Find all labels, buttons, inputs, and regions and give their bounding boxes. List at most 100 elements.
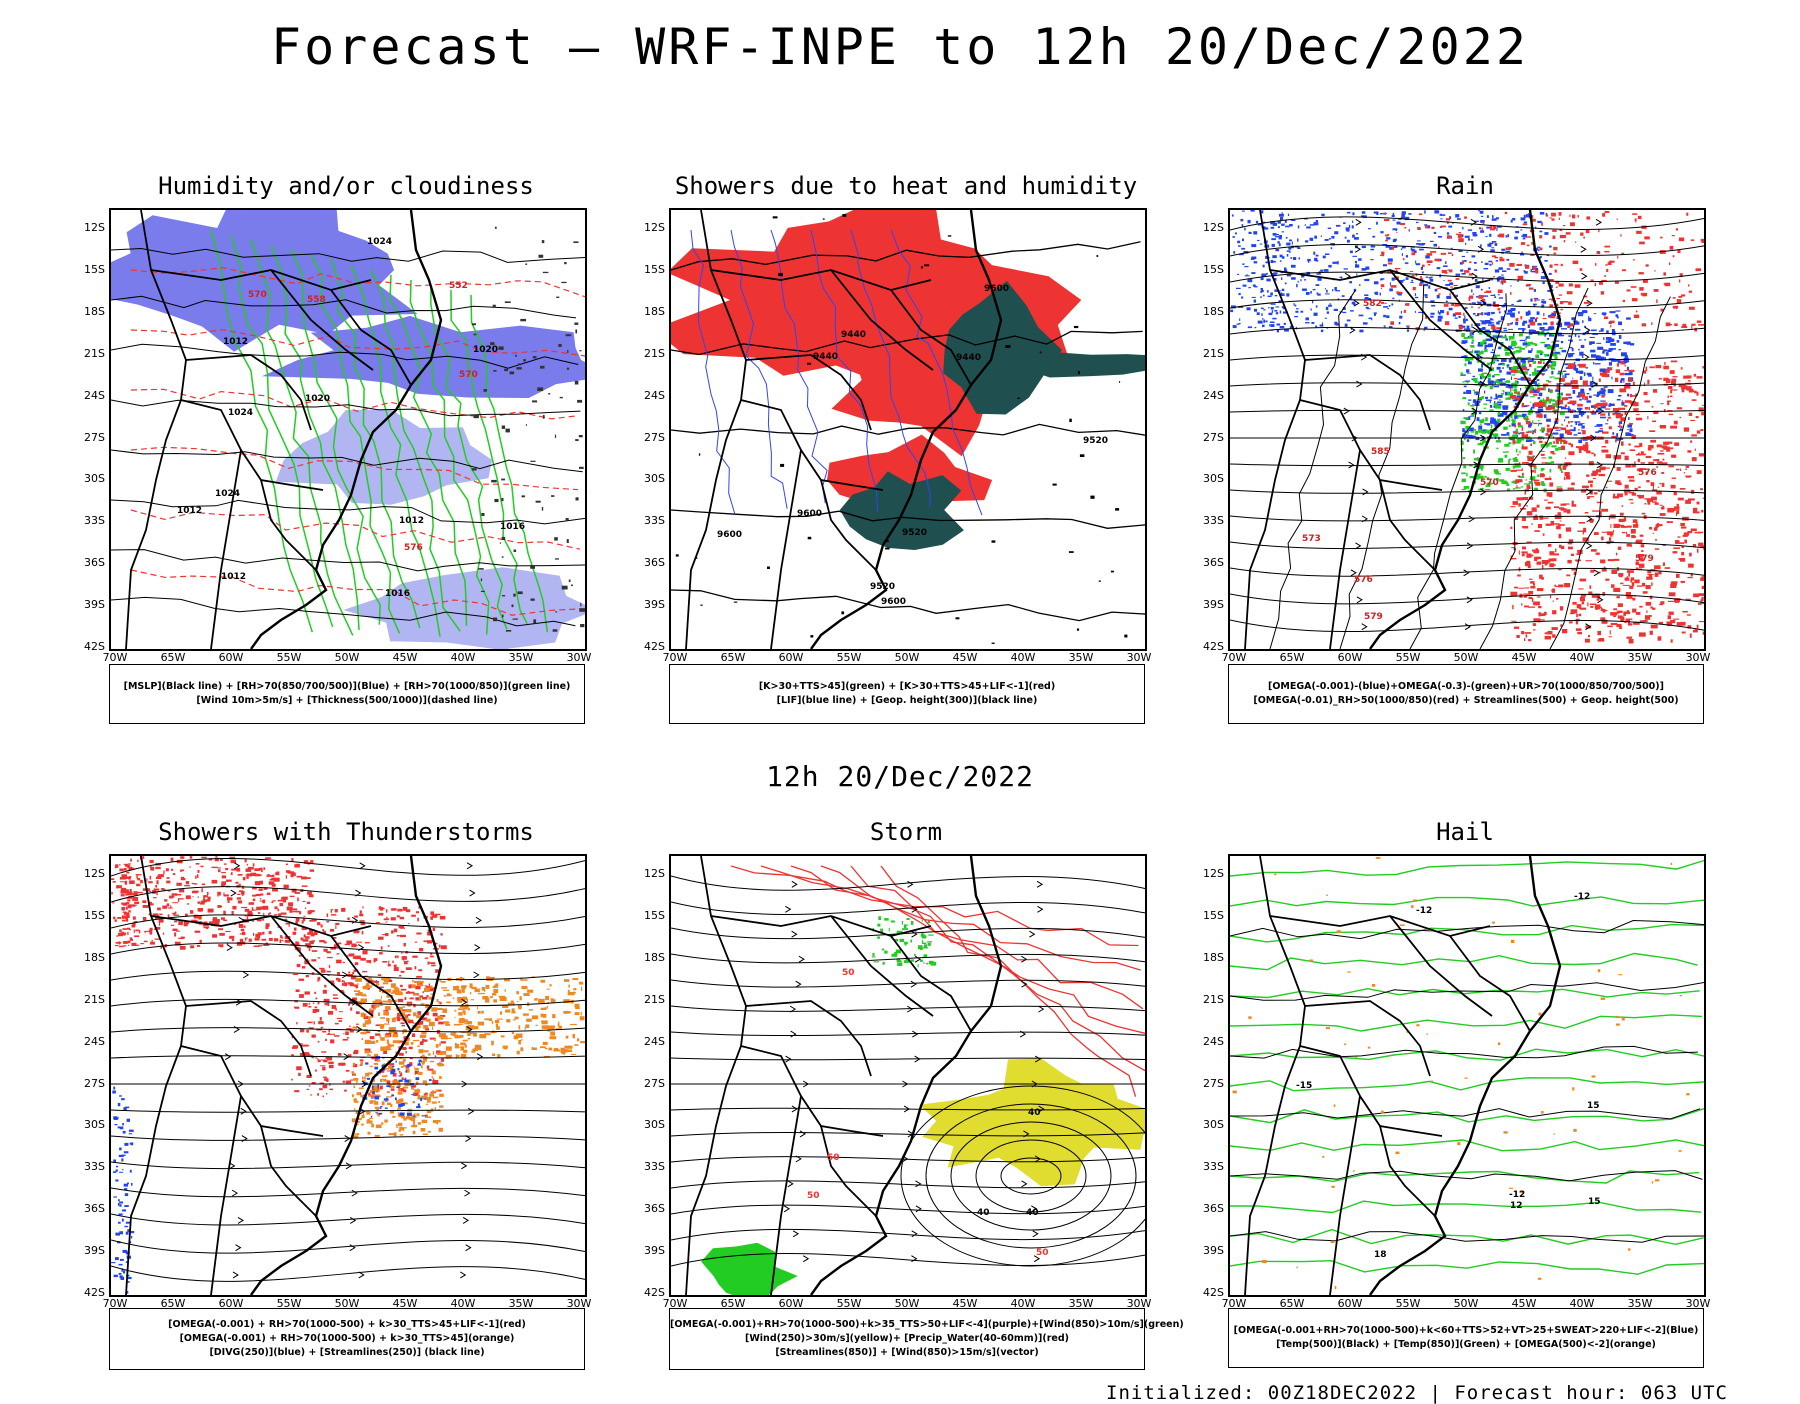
latitude-label: 39S <box>75 1244 105 1257</box>
contour-label: 9440 <box>813 352 838 362</box>
contour-label: 9520 <box>870 582 895 592</box>
contour-label: 9520 <box>1083 436 1108 446</box>
latitude-label: 27S <box>635 1077 665 1090</box>
latitude-label: 39S <box>635 598 665 611</box>
latitude-label: 27S <box>75 1077 105 1090</box>
longitude-label: 70W <box>95 651 135 664</box>
contour-label: 570 <box>459 370 478 380</box>
map-plot: 1012101210121012101610161020102410241024… <box>111 210 585 649</box>
longitude-label: 65W <box>713 651 753 664</box>
contour-label: 1024 <box>367 237 392 247</box>
legend-line: [Wind(250)>30m/s](yellow)+ [Precip_Water… <box>670 1332 1144 1346</box>
contour-label: 1012 <box>177 506 202 516</box>
contour-label: 12 <box>1510 1201 1523 1211</box>
latitude-label: 27S <box>1194 1077 1224 1090</box>
latitude-label: 15S <box>75 909 105 922</box>
latitude-label: 33S <box>1194 514 1224 527</box>
contour-label: -12 <box>1574 892 1590 902</box>
latitude-label: 24S <box>1194 389 1224 402</box>
contour-label: 9520 <box>902 528 927 538</box>
latitude-label: 15S <box>1194 263 1224 276</box>
legend-line: [OMEGA(-0.001)-(blue)+OMEGA(-0.3)-(green… <box>1229 680 1703 694</box>
panel-title: Rain <box>1188 172 1742 200</box>
panel-title: Hail <box>1188 818 1742 846</box>
longitude-label: 55W <box>269 651 309 664</box>
latitude-label: 33S <box>635 514 665 527</box>
panel-title: Showers with Thunderstorms <box>69 818 623 846</box>
latitude-label: 12S <box>75 867 105 880</box>
panel-legend: [K>30+TTS>45](green) + [K>30+TTS>45+LIF<… <box>669 664 1145 724</box>
panel-legend: [OMEGA(-0.001)+RH>70(1000-500)+k>35_TTS>… <box>669 1308 1145 1370</box>
latitude-label: 33S <box>635 1160 665 1173</box>
country-border <box>1330 450 1360 649</box>
latitude-label: 15S <box>75 263 105 276</box>
panel-title: Humidity and/or cloudiness <box>69 172 623 200</box>
country-border <box>186 1001 311 1076</box>
latitude-label: 12S <box>75 221 105 234</box>
longitude-label: 45W <box>385 651 425 664</box>
longitude-label: 45W <box>945 651 985 664</box>
longitude-label: 55W <box>829 651 869 664</box>
latitude-label: 21S <box>1194 993 1224 1006</box>
latitude-label: 18S <box>1194 951 1224 964</box>
contour-label: 1016 <box>385 589 410 599</box>
longitude-label: 65W <box>153 651 193 664</box>
legend-line: [K>30+TTS>45](green) + [K>30+TTS>45+LIF<… <box>670 680 1144 694</box>
latitude-label: 30S <box>635 1118 665 1131</box>
country-border <box>1450 936 1530 1031</box>
latitude-label: 36S <box>75 1202 105 1215</box>
longitude-label: 50W <box>327 651 367 664</box>
latitude-label: 12S <box>635 221 665 234</box>
contour-label: 9600 <box>984 284 1009 294</box>
longitude-label: 60W <box>771 651 811 664</box>
main-title: Forecast — WRF-INPE to 12h 20/Dec/2022 <box>0 18 1800 76</box>
latitude-label: 27S <box>635 431 665 444</box>
contour-label: 40 <box>1028 1108 1041 1118</box>
contour-label: -15 <box>1296 1081 1312 1091</box>
latitude-label: 30S <box>75 1118 105 1131</box>
panel-legend: [OMEGA(-0.001) + RH>70(1000-500) + k>30_… <box>109 1308 585 1370</box>
panel-legend: [OMEGA(-0.001+RH>70(1000-500)+k<60+TTS>5… <box>1228 1308 1704 1368</box>
latitude-label: 36S <box>1194 556 1224 569</box>
latitude-label: 27S <box>75 431 105 444</box>
latitude-label: 36S <box>75 556 105 569</box>
contour-label: -12 <box>1416 906 1432 916</box>
contour-label: 1012 <box>221 572 246 582</box>
latitude-label: 33S <box>75 1160 105 1173</box>
longitude-label: 55W <box>1388 651 1428 664</box>
latitude-label: 39S <box>1194 1244 1224 1257</box>
latitude-label: 39S <box>1194 598 1224 611</box>
contour-label: 18 <box>1374 1250 1387 1260</box>
legend-line: [MSLP](Black line) + [RH>70(850/700/500)… <box>110 680 584 694</box>
footer-init-info: Initialized: 00Z18DEC2022 | Forecast hou… <box>1106 1382 1728 1404</box>
latitude-label: 12S <box>1194 867 1224 880</box>
latitude-label: 21S <box>75 347 105 360</box>
latitude-label: 12S <box>635 867 665 880</box>
map-plot <box>111 856 585 1295</box>
latitude-label: 24S <box>635 389 665 402</box>
latitude-label: 33S <box>75 514 105 527</box>
contour-label: 40 <box>1026 1208 1039 1218</box>
country-border <box>1380 480 1435 570</box>
longitude-label: 40W <box>1003 651 1043 664</box>
country-border <box>1300 400 1442 490</box>
longitude-label: 35W <box>501 651 541 664</box>
contour-label: 50 <box>807 1191 820 1201</box>
coastline <box>811 856 1001 1295</box>
latitude-label: 21S <box>635 347 665 360</box>
country-border <box>1380 1126 1435 1216</box>
longitude-label: 50W <box>1446 651 1486 664</box>
legend-line: [OMEGA(-0.01)_RH>50(1000/850)(red) + Str… <box>1229 694 1703 708</box>
longitude-label: 40W <box>443 651 483 664</box>
latitude-label: 30S <box>1194 1118 1224 1131</box>
forecast-map-panel <box>109 854 587 1297</box>
latitude-label: 15S <box>635 263 665 276</box>
country-border <box>771 450 801 649</box>
contour-label: 582 <box>1363 299 1382 309</box>
country-border <box>1305 1001 1430 1076</box>
